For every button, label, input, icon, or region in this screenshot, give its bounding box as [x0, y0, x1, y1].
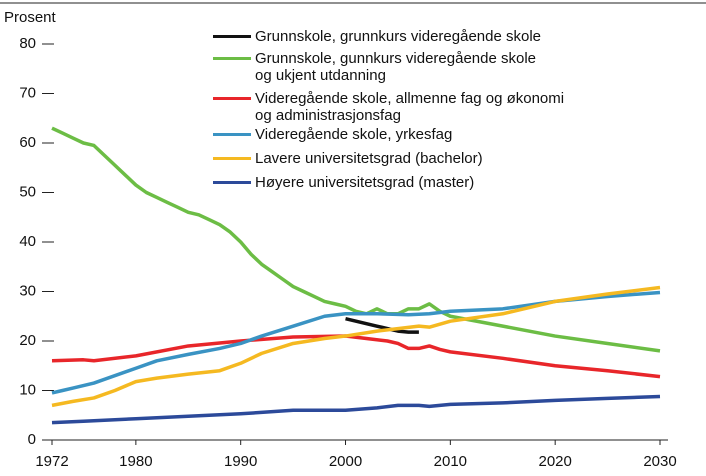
- series-line: [51, 126, 661, 353]
- y-tick-label: 10: [19, 381, 36, 398]
- x-tick-label: 1972: [35, 453, 68, 470]
- y-tick-label: 80: [19, 35, 36, 52]
- legend-label: Grunnskole, grunnkurs videregående skole: [255, 28, 542, 45]
- y-tick-label: 50: [19, 183, 36, 200]
- series-line: [51, 394, 661, 425]
- legend-label: Videregående skole, allmenne fag og økon…: [255, 90, 565, 124]
- legend-label: Lavere universitetsgrad (bachelor): [255, 150, 483, 167]
- legend-swatch: [213, 133, 251, 136]
- y-tick-label: 0: [28, 431, 36, 448]
- legend-swatch: [213, 35, 251, 38]
- series-line: [51, 334, 661, 379]
- legend-swatch: [213, 97, 251, 100]
- series-line: [51, 290, 661, 395]
- x-tick-label: 2030: [643, 453, 676, 470]
- y-axis-label: Prosent: [4, 9, 57, 26]
- series-line: [345, 317, 419, 334]
- x-tick-label: 2020: [538, 453, 571, 470]
- legend-label: Videregående skole, yrkesfag: [255, 126, 453, 143]
- legend-label: Høyere universitetsgrad (master): [255, 174, 475, 191]
- series-line: [51, 285, 661, 408]
- legend-label: Grunnskole, gunnkurs videregående skole …: [255, 50, 537, 84]
- y-tick-label: 70: [19, 84, 36, 101]
- x-tick-label: 2000: [329, 453, 362, 470]
- y-tick-label: 40: [19, 233, 36, 250]
- x-tick-label: 1990: [224, 453, 257, 470]
- legend-swatch: [213, 157, 251, 160]
- y-tick-label: 20: [19, 332, 36, 349]
- legend-swatch: [213, 181, 251, 184]
- x-tick-label: 1980: [119, 453, 152, 470]
- y-tick-label: 30: [19, 282, 36, 299]
- legend-swatch: [213, 57, 251, 60]
- x-tick-label: 2010: [434, 453, 467, 470]
- y-tick-label: 60: [19, 134, 36, 151]
